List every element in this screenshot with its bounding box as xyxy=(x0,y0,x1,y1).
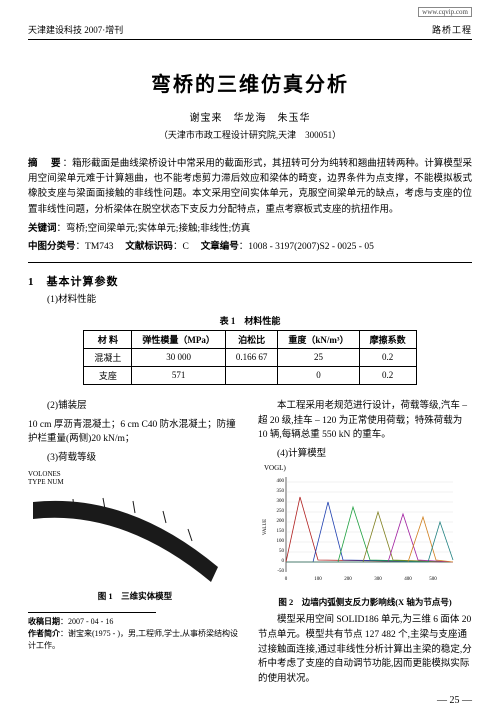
figure-2-caption: 图 2 边墙内弧侧支反力影响线(X 轴为节点号) xyxy=(258,596,472,609)
right-column: 本工程采用老规范进行设计，荷载等级,汽车 – 超 20 级,挂车 – 120 为… xyxy=(258,395,472,687)
svg-text:300: 300 xyxy=(277,499,285,504)
svg-text:100: 100 xyxy=(277,539,285,544)
svg-text:200: 200 xyxy=(277,519,285,524)
clc-line: 中图分类号：TM743 文献标识码：C 文章编号：1008 - 3197(200… xyxy=(28,240,472,254)
svg-text:350: 350 xyxy=(277,489,285,494)
keywords-text: 弯桥;空间梁单元;实体单元;接触;非线性;仿真 xyxy=(66,224,250,234)
p-model: 模型采用空间 SOLID186 单元,为三维 6 面体 20 节点单元。模型共有… xyxy=(258,613,472,687)
figure-1: VOLONES TYPE NUM 图 1 三维实体模型 xyxy=(28,470,242,604)
fig2-toplabel: VOGL) xyxy=(264,464,472,472)
page-number: — 25 — xyxy=(28,695,472,706)
sub-4: (4)计算模型 xyxy=(258,447,472,462)
figure-2: VOGL) -50 0 50 100 150 200 250 xyxy=(258,464,472,609)
p-pavement: 10 cm 厚沥青混凝土；6 cm C40 防水混凝土；防撞护栏重量(两侧)20… xyxy=(28,418,242,447)
runhead-right: 路桥工程 xyxy=(432,23,472,36)
abstract-label: 摘 要 xyxy=(28,159,63,169)
divider-rule xyxy=(28,262,472,263)
svg-text:100: 100 xyxy=(314,577,322,582)
p-load: 本工程采用老规范进行设计，荷载等级,汽车 – 超 20 级,挂车 – 120 为… xyxy=(258,399,472,443)
paper-title: 弯桥的三维仿真分析 xyxy=(28,68,472,97)
abstract-text: 箱形截面是曲线梁桥设计中常采用的截面形式，其扭转可分为纯转和翘曲扭转两种。计算模… xyxy=(28,159,472,215)
figure-2-svg: -50 0 50 100 150 200 250 300 350 400 VAL… xyxy=(258,472,458,587)
svg-text:-50: -50 xyxy=(277,569,284,574)
table-header-row: 材 料 弹性模量（MPa） 泊松比 重度（kN/m³） 摩擦系数 xyxy=(84,330,416,348)
sub-1: (1)材料性能 xyxy=(28,293,472,308)
section-1-heading: 1 基本计算参数 xyxy=(28,273,472,289)
svg-text:250: 250 xyxy=(277,509,285,514)
sub-2: (2)铺装层 xyxy=(28,399,242,414)
doccode-label: 文献标识码 xyxy=(125,242,173,252)
footnote-divider xyxy=(28,612,156,613)
page-root: www.cqvip.com 天津建设科技 2007·增刊 路桥工程 弯桥的三维仿… xyxy=(0,0,500,716)
footnote-recv: 收稿日期：2007 - 04 - 16 xyxy=(28,616,242,628)
keywords-line: 关键词：弯桥;空间梁单元;实体单元;接触;非线性;仿真 xyxy=(28,222,472,236)
footnote-author: 作者简介：谢宝来(1975 - )，男,工程师,学士,从事桥梁结构设计工作。 xyxy=(28,628,242,652)
figure-1-svg xyxy=(28,487,223,582)
table-1-caption: 表 1 材料性能 xyxy=(28,314,472,327)
svg-text:200: 200 xyxy=(344,577,352,582)
authors: 谢宝来 华龙海 朱玉华 xyxy=(28,109,472,124)
fig1-label-a: VOLONES xyxy=(28,470,242,478)
source-url: www.cqvip.com xyxy=(418,7,472,17)
svg-text:50: 50 xyxy=(279,549,285,554)
abstract: 摘 要：箱形截面是曲线梁桥设计中常采用的截面形式，其扭转可分为纯转和翘曲扭转两种… xyxy=(28,157,472,218)
left-column: (2)铺装层 10 cm 厚沥青混凝土；6 cm C40 防水混凝土；防撞护栏重… xyxy=(28,395,242,687)
two-column-body: (2)铺装层 10 cm 厚沥青混凝土；6 cm C40 防水混凝土；防撞护栏重… xyxy=(28,395,472,687)
artid-label: 文章编号 xyxy=(201,242,239,252)
fig1-label-b: TYPE NUM xyxy=(28,478,242,486)
svg-text:500: 500 xyxy=(429,577,437,582)
svg-text:VALUE: VALUE xyxy=(263,519,268,535)
table-row: 支座 571 0 0.2 xyxy=(84,366,416,384)
running-head: 天津建设科技 2007·增刊 路桥工程 xyxy=(28,23,472,40)
svg-text:400: 400 xyxy=(404,577,412,582)
svg-text:400: 400 xyxy=(277,479,285,484)
runhead-left: 天津建设科技 2007·增刊 xyxy=(28,23,123,36)
clc-label: 中图分类号 xyxy=(28,242,76,252)
table-1: 材 料 弹性模量（MPa） 泊松比 重度（kN/m³） 摩擦系数 混凝土 30 … xyxy=(83,330,416,385)
svg-text:300: 300 xyxy=(374,577,382,582)
figure-1-caption: 图 1 三维实体模型 xyxy=(28,590,242,603)
svg-text:150: 150 xyxy=(277,529,285,534)
affiliation: （天津市市政工程设计研究院,天津 300051） xyxy=(28,128,472,141)
keywords-label: 关键词 xyxy=(28,224,57,234)
table-row: 混凝土 30 000 0.166 67 25 0.2 xyxy=(84,348,416,366)
sub-3: (3)荷载等级 xyxy=(28,451,242,466)
